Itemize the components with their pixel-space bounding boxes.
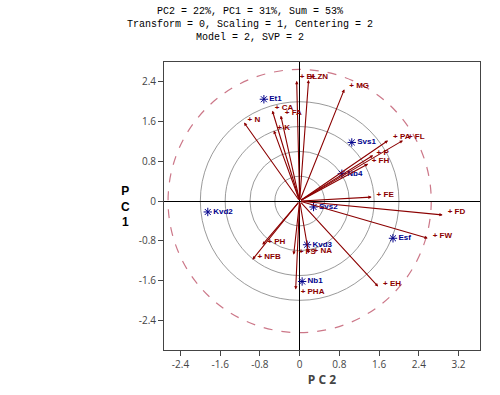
svg-text:+ PA: + PA bbox=[393, 132, 411, 141]
svg-text:Nb1: Nb1 bbox=[308, 276, 324, 285]
svg-text:3.2: 3.2 bbox=[452, 357, 466, 371]
svg-text:+ CA: + CA bbox=[275, 103, 294, 112]
svg-text:1.6: 1.6 bbox=[372, 357, 386, 371]
svg-text:-1.6: -1.6 bbox=[212, 357, 230, 371]
svg-text:+ PH: + PH bbox=[267, 237, 285, 246]
svg-text:Et1: Et1 bbox=[269, 94, 282, 103]
svg-text:0.8: 0.8 bbox=[142, 154, 156, 168]
svg-text:Kvd3: Kvd3 bbox=[312, 240, 332, 249]
svg-text:PC2 = 22%, PC1 = 31%, Sum = 53: PC2 = 22%, PC1 = 31%, Sum = 53%Transform… bbox=[127, 6, 373, 43]
svg-text:0.8: 0.8 bbox=[332, 357, 346, 371]
svg-text:Esf: Esf bbox=[398, 233, 411, 242]
svg-text:+ FH: + FH bbox=[372, 156, 390, 165]
svg-text:+ K: + K bbox=[277, 123, 290, 132]
svg-text:+ NA: + NA bbox=[314, 246, 333, 255]
svg-text:+ FL: + FL bbox=[408, 132, 425, 141]
svg-text:+ FD: + FD bbox=[448, 207, 466, 216]
svg-text:+ BL: + BL bbox=[300, 72, 318, 81]
svg-text:-2.4: -2.4 bbox=[172, 357, 190, 371]
svg-text:0: 0 bbox=[150, 194, 156, 208]
svg-text:-0.8: -0.8 bbox=[251, 357, 269, 371]
svg-text:-1.6: -1.6 bbox=[139, 273, 157, 287]
svg-text:+ FA: + FA bbox=[285, 108, 302, 117]
svg-text:+ FE: + FE bbox=[377, 190, 395, 199]
svg-text:+ MG: + MG bbox=[349, 81, 369, 90]
svg-text:PC1: PC1 bbox=[121, 184, 130, 229]
svg-text:+ FS: + FS bbox=[299, 247, 317, 256]
svg-text:1.6: 1.6 bbox=[142, 114, 156, 128]
svg-text:2.4: 2.4 bbox=[142, 74, 156, 88]
svg-text:Nb4: Nb4 bbox=[347, 169, 363, 178]
svg-text:+ N: + N bbox=[248, 115, 261, 124]
svg-text:2.4: 2.4 bbox=[412, 357, 426, 371]
svg-text:+ PHA: + PHA bbox=[301, 287, 325, 296]
svg-text:+ ZN: + ZN bbox=[311, 72, 329, 81]
svg-text:-0.8: -0.8 bbox=[139, 233, 157, 247]
svg-text:-2.4: -2.4 bbox=[139, 313, 157, 327]
svg-text:Kvd2: Kvd2 bbox=[213, 207, 233, 216]
svg-text:Svs1: Svs1 bbox=[357, 137, 376, 146]
svg-text:+ P: + P bbox=[377, 148, 390, 157]
svg-text:+ NFB: + NFB bbox=[257, 252, 281, 261]
svg-text:Svs2: Svs2 bbox=[319, 202, 338, 211]
svg-text:P C 2: P C 2 bbox=[308, 371, 336, 388]
svg-text:+ EH: + EH bbox=[383, 279, 401, 288]
svg-text:+ FW: + FW bbox=[433, 231, 453, 240]
svg-text:0: 0 bbox=[297, 357, 303, 371]
